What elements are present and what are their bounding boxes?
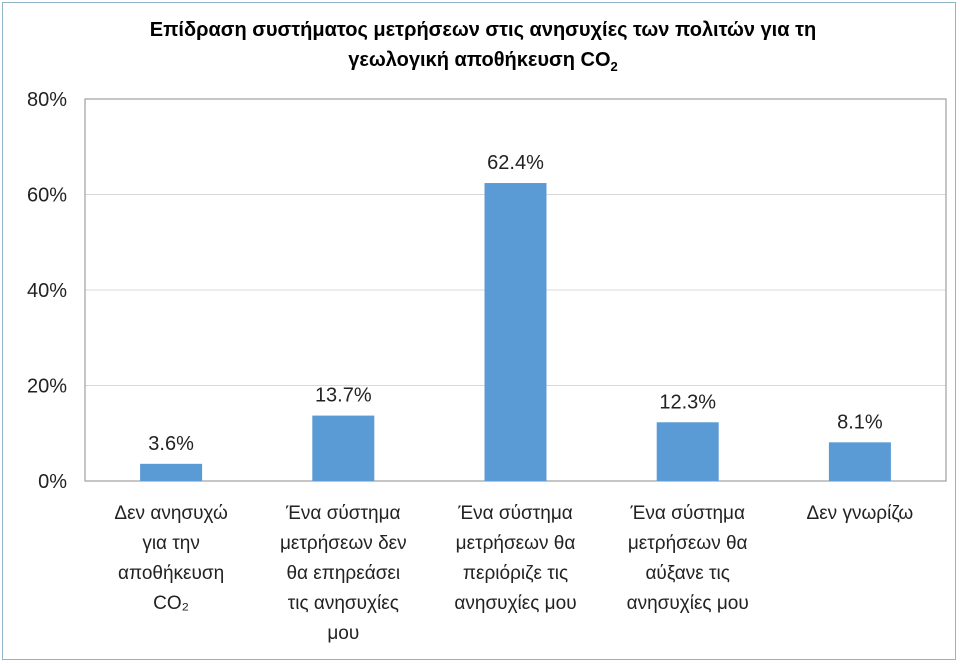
- x-category-label-line: θα επηρεάσει: [286, 563, 400, 584]
- x-category-label-line: αποθήκευση: [118, 563, 224, 584]
- labels: 0% 20% 40% 60% 80% 3.6% Δεν ανησυχώ για την αποθ…: [27, 89, 913, 644]
- x-category-label-line: μετρήσεων θα: [628, 533, 748, 554]
- x-category-label-line: για την: [142, 533, 200, 554]
- x-category-label: Ένα σύστημα μετρήσεων δεν θα επηρεάσει τις …: [280, 503, 407, 644]
- chart-title-subscript: 2: [610, 59, 618, 74]
- bar: [140, 463, 203, 481]
- data-label: 62.4%: [487, 152, 544, 174]
- bar: [656, 422, 719, 481]
- y-tick-label: 20%: [27, 376, 67, 398]
- data-label: 13.7%: [315, 385, 372, 407]
- x-category-label-line: μου: [327, 623, 359, 644]
- x-category-label-line: Ένα σύστημα: [457, 503, 573, 524]
- y-tick-label: 40%: [27, 280, 67, 302]
- chart-title-line-2: γεωλογική αποθήκευση CO2: [63, 45, 903, 82]
- x-category-label-line: περιόριζε τις: [463, 563, 568, 584]
- y-tick-label: 0%: [38, 471, 67, 493]
- x-category-label-line: Δεν ανησυχώ: [114, 503, 228, 524]
- x-category-label-line: μετρήσεων δεν: [280, 533, 407, 554]
- x-category-label-line: τις ανησυχίες: [288, 593, 399, 614]
- y-tick-label: 80%: [27, 89, 67, 111]
- x-category-label-line: ανησυχίες μου: [454, 593, 576, 614]
- x-category-label: Δεν γνωρίζω: [807, 503, 914, 524]
- x-category-label-line: Δεν γνωρίζω: [807, 503, 914, 524]
- bar: [828, 442, 891, 481]
- x-category-label-line: αύξανε τις: [645, 563, 730, 584]
- chart-title-line-2-text: γεωλογική αποθήκευση CO: [348, 49, 611, 71]
- data-label: 12.3%: [659, 391, 716, 413]
- x-category-label: Ένα σύστημα μετρήσεων θα αύξανε τις ανησυχί…: [627, 503, 749, 614]
- y-tick-label: 60%: [27, 185, 67, 207]
- data-label: 8.1%: [837, 411, 883, 433]
- x-category-label-line: ανησυχίες μου: [627, 593, 749, 614]
- x-category-label: Δεν ανησυχώ για την αποθήκευση CO₂: [114, 503, 228, 614]
- bars: [140, 183, 891, 482]
- data-label: 3.6%: [148, 433, 194, 455]
- bar: [484, 183, 547, 482]
- x-category-label-line: μετρήσεων θα: [456, 533, 576, 554]
- x-category-label-line: Ένα σύστημα: [629, 503, 745, 524]
- x-category-label-line: CO₂: [153, 593, 189, 614]
- bar: [312, 415, 375, 481]
- x-category-label-line: Ένα σύστημα: [285, 503, 401, 524]
- x-category-label: Ένα σύστημα μετρήσεων θα περιόριζε τις ανησ…: [454, 503, 576, 614]
- chart-title-line-1: Επίδραση συστήματος μετρήσεων στις ανησυ…: [149, 19, 817, 41]
- chart-title: Επίδραση συστήματος μετρήσεων στις ανησυ…: [63, 15, 903, 82]
